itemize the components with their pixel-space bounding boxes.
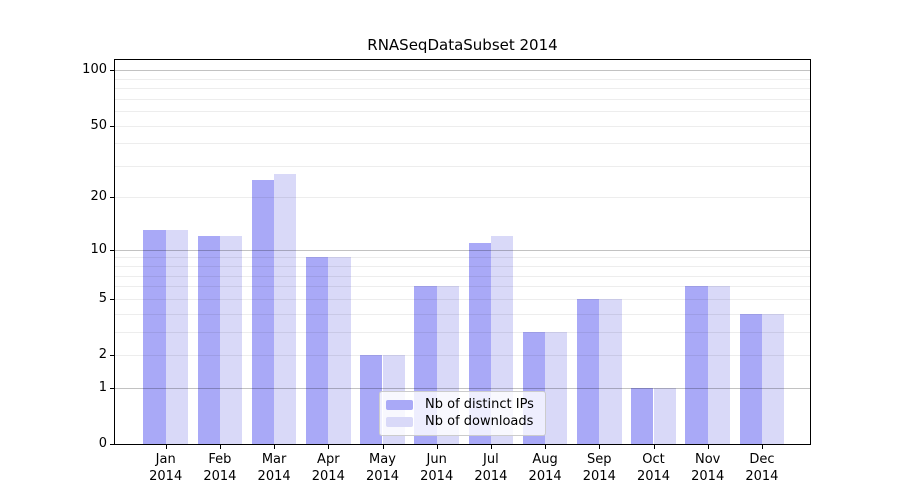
minor-gridline [115, 298, 810, 300]
x-tick-label: Jul 2014 [474, 452, 508, 484]
chart-title: RNASeqDataSubset 2014 [367, 36, 558, 54]
x-tick-label: Jun 2014 [420, 452, 454, 484]
y-tick-label: 0 [98, 436, 107, 451]
minor-gridline [115, 111, 810, 112]
bar-mar-distinct-ips [251, 180, 275, 444]
bar-jan-distinct-ips [143, 230, 166, 444]
x-tick-label: May 2014 [365, 452, 400, 484]
x-tick-label: Aug 2014 [528, 452, 562, 484]
minor-gridline [115, 197, 810, 199]
y-tick-label: 100 [82, 62, 107, 78]
y-tick-label: 5 [98, 290, 107, 306]
x-tick-label: Oct 2014 [636, 452, 671, 484]
x-tick-label: Dec 2014 [745, 452, 779, 484]
y-tick-mark [110, 444, 114, 445]
minor-gridline [115, 286, 810, 288]
x-tick-mark [274, 445, 276, 449]
minor-gridline [115, 88, 810, 90]
x-tick-mark [761, 445, 763, 449]
x-tick-mark [653, 445, 655, 449]
bar-feb-downloads [219, 236, 243, 444]
bar-dec-distinct-ips [739, 313, 762, 444]
minor-gridline [115, 331, 810, 333]
bar-feb-distinct-ips [197, 236, 220, 444]
bar-oct-distinct-ips [631, 387, 654, 444]
legend-swatch-downloads [386, 417, 413, 428]
x-tick-label: Jan 2014 [149, 452, 183, 484]
bar-aug-downloads [545, 331, 568, 444]
y-tick-label: 2 [98, 347, 107, 362]
y-tick-mark [110, 355, 114, 356]
legend: Nb of distinct IPs Nb of downloads [379, 391, 546, 436]
grid-layer [115, 60, 810, 444]
minor-gridline [115, 78, 810, 80]
x-tick-mark [707, 445, 709, 449]
x-tick-label: Sep 2014 [582, 452, 616, 484]
minor-gridline [115, 266, 810, 268]
major-gridline [115, 70, 810, 72]
y-tick-label: 1 [98, 379, 107, 395]
bar-nov-distinct-ips [685, 286, 708, 444]
x-tick-mark [219, 445, 221, 449]
minor-gridline [115, 165, 810, 167]
x-tick-label: Mar 2014 [257, 452, 291, 484]
bar-oct-downloads [653, 387, 676, 444]
bar-dec-downloads [761, 313, 785, 444]
x-tick-mark [436, 445, 438, 449]
minor-gridline [115, 313, 810, 315]
x-tick-mark [545, 445, 547, 449]
plot-area [114, 59, 811, 445]
y-tick-label: 50 [90, 117, 107, 133]
bar-apr-distinct-ips [306, 257, 329, 444]
minor-gridline [115, 143, 810, 145]
minor-gridline [115, 355, 810, 356]
legend-label-downloads: Nb of downloads [425, 414, 534, 430]
x-tick-mark [490, 445, 492, 449]
x-tick-mark [599, 445, 601, 449]
y-tick-mark [110, 125, 114, 127]
bar-may-distinct-ips [360, 355, 383, 444]
minor-gridline [115, 98, 810, 100]
bar-apr-downloads [328, 257, 351, 444]
bar-nov-downloads [707, 286, 730, 444]
x-tick-mark [382, 445, 384, 449]
y-tick-mark [110, 70, 114, 72]
y-tick-mark [110, 249, 114, 251]
x-tick-mark [165, 445, 167, 449]
minor-gridline [115, 257, 810, 259]
bar-jan-downloads [165, 230, 188, 444]
x-tick-label: Nov 2014 [691, 452, 725, 484]
bar-sep-distinct-ips [577, 298, 600, 444]
major-gridline [115, 387, 810, 389]
legend-swatch-distinct-ips [386, 399, 413, 410]
legend-item-distinct-ips: Nb of distinct IPs [386, 397, 539, 413]
major-gridline [115, 249, 810, 251]
y-tick-mark [110, 298, 114, 300]
x-tick-label: Apr 2014 [311, 452, 345, 484]
bar-sep-downloads [599, 298, 622, 444]
legend-label-distinct-ips: Nb of distinct IPs [425, 396, 534, 412]
bar-mar-downloads [274, 174, 297, 444]
x-tick-mark [328, 445, 330, 449]
y-tick-mark [110, 197, 114, 199]
y-tick-label: 20 [90, 189, 107, 205]
minor-gridline [115, 125, 810, 127]
x-tick-label: Feb 2014 [203, 452, 237, 484]
y-tick-label: 10 [90, 241, 107, 257]
minor-gridline [115, 275, 810, 277]
legend-item-downloads: Nb of downloads [386, 414, 539, 430]
y-tick-mark [110, 387, 114, 389]
